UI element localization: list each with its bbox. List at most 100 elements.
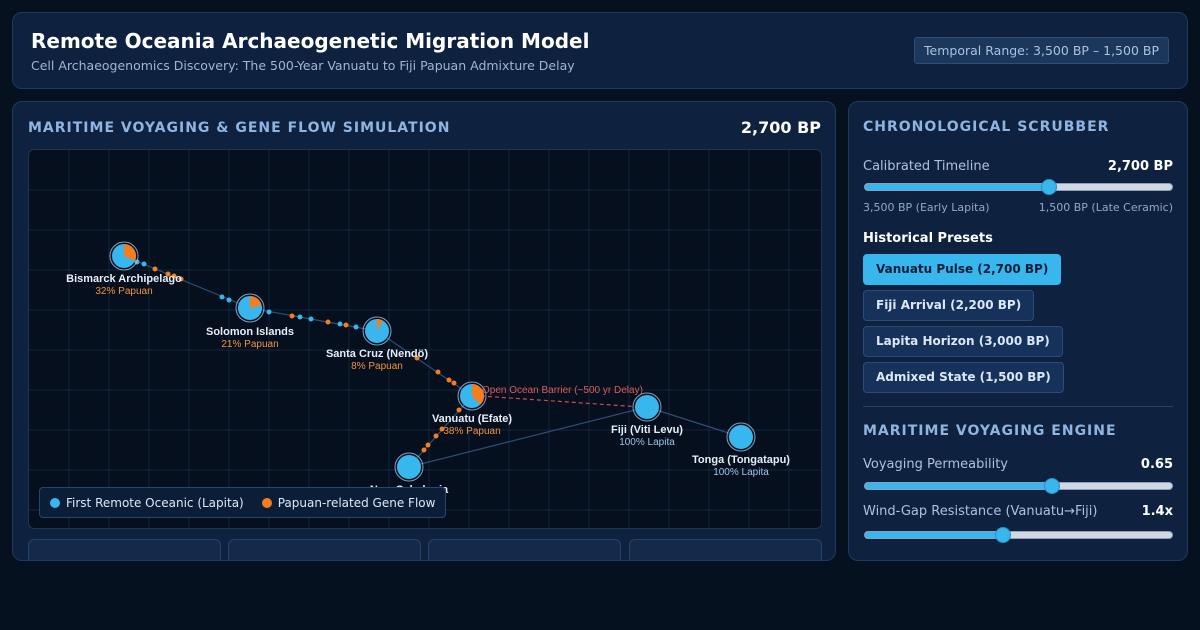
lapita-particle: [141, 261, 147, 267]
island-detail: 21% Papuan: [221, 339, 278, 350]
island-name: Bismarck Archipelago: [66, 273, 182, 285]
windgap-slider[interactable]: [864, 527, 1173, 543]
permeability-value: 0.65: [1140, 457, 1173, 472]
island-name: Santa Cruz (Nendö): [326, 348, 428, 360]
open-ocean-barrier-label: Open Ocean Barrier (~500 yr Delay): [482, 385, 643, 396]
island-node-vanuatu[interactable]: [457, 381, 487, 411]
island-name: Fiji (Viti Levu): [611, 424, 683, 436]
papuan-legend-label: Papuan-related Gene Flow: [277, 495, 436, 510]
gene-flow-particles: [134, 259, 462, 453]
island-detail: 32% Papuan: [95, 286, 152, 297]
lapita-particle: [297, 314, 303, 320]
lapita-particle: [308, 316, 314, 322]
stat-card: [428, 539, 621, 560]
lapita-share: [729, 425, 753, 449]
island-nodes: [109, 241, 756, 482]
papuan-particle: [446, 377, 452, 383]
papuan-particle: [435, 369, 441, 375]
scrubber-title: CHRONOLOGICAL SCRUBBER: [863, 119, 1110, 135]
papuan-particle: [289, 313, 295, 319]
lapita-share: [635, 395, 659, 419]
section-divider: [863, 406, 1173, 407]
lapita-share: [397, 455, 421, 479]
island-detail: 100% Lapita: [619, 437, 675, 448]
stat-card: [629, 539, 822, 560]
map-legend: First Remote Oceanic (Lapita) Papuan-rel…: [39, 487, 447, 518]
lapita-particle: [337, 321, 343, 327]
map-grid: [29, 150, 821, 528]
island-name: Solomon Islands: [206, 326, 294, 338]
timeline-slider-thumb[interactable]: [1041, 179, 1058, 195]
migration-map[interactable]: Bismarck Archipelago 32% Papuan Solomon …: [28, 149, 822, 529]
simulation-panel: MARITIME VOYAGING & GENE FLOW SIMULATION…: [12, 101, 836, 561]
windgap-slider-thumb[interactable]: [995, 527, 1012, 543]
permeability-slider[interactable]: [864, 478, 1173, 494]
timeline-slider[interactable]: [864, 179, 1173, 195]
papuan-particle: [325, 319, 331, 325]
island-node-new-caledonia[interactable]: [394, 452, 424, 482]
papuan-particle: [456, 407, 462, 413]
permeability-slider-thumb[interactable]: [1044, 478, 1061, 494]
presets-title: Historical Presets: [863, 231, 993, 246]
lapita-legend-swatch: [50, 497, 60, 508]
windgap-row: Wind-Gap Resistance (Vanuatu→Fiji) 1.4x: [863, 504, 1173, 519]
papuan-particle: [343, 322, 349, 328]
timeline-scale-end: 1,500 BP (Late Ceramic): [1038, 201, 1173, 214]
temporal-range-badge: Temporal Range: 3,500 BP – 1,500 BP: [914, 37, 1169, 64]
controls-panel: CHRONOLOGICAL SCRUBBER Calibrated Timeli…: [848, 101, 1188, 561]
island-name: Tonga (Tongatapu): [692, 454, 790, 466]
papuan-particle: [421, 447, 427, 453]
open-ocean-barrier-line: [480, 395, 642, 408]
island-node-tonga[interactable]: [726, 422, 756, 452]
permeability-slider-fill: [865, 483, 1053, 489]
timeline-label: Calibrated Timeline: [863, 159, 990, 174]
timeline-value: 2,700 BP: [1107, 159, 1173, 174]
papuan-share: [250, 296, 262, 308]
papuan-particle: [178, 276, 184, 282]
timeline-slider-fill: [865, 184, 1050, 190]
papuan-share: [472, 384, 484, 405]
papuan-particle: [425, 442, 431, 448]
island-detail: 100% Lapita: [713, 467, 769, 478]
preset-vanuatu-pulse-button[interactable]: Vanuatu Pulse (2,700 BP): [863, 254, 1062, 285]
engine-title: MARITIME VOYAGING ENGINE: [863, 423, 1117, 439]
lapita-particle: [353, 324, 359, 330]
island-node-solomon[interactable]: [235, 293, 265, 323]
papuan-particle: [171, 273, 177, 279]
current-bp-readout: 2,700 BP: [740, 118, 821, 137]
timeline-row: Calibrated Timeline 2,700 BP: [863, 159, 1173, 174]
island-name: Vanuatu (Efate): [432, 413, 512, 425]
preset-fiji-arrival-button[interactable]: Fiji Arrival (2,200 BP): [863, 290, 1035, 321]
lapita-particle: [219, 294, 225, 300]
preset-lapita-horizon-button[interactable]: Lapita Horizon (3,000 BP): [863, 326, 1063, 357]
island-node-santa-cruz[interactable]: [362, 316, 392, 346]
island-detail: 38% Papuan: [443, 426, 500, 437]
papuan-share: [124, 244, 137, 262]
papuan-particle: [165, 271, 171, 277]
app-header: Remote Oceania Archaeogenetic Migration …: [12, 12, 1188, 89]
preset-admixed-state-button[interactable]: Admixed State (1,500 BP): [863, 362, 1064, 393]
papuan-share: [377, 319, 383, 331]
simulation-title: MARITIME VOYAGING & GENE FLOW SIMULATION: [28, 120, 451, 136]
lapita-particle: [266, 309, 272, 315]
permeability-row: Voyaging Permeability 0.65: [863, 457, 1173, 472]
page-title: Remote Oceania Archaeogenetic Migration …: [31, 29, 590, 53]
windgap-label: Wind-Gap Resistance (Vanuatu→Fiji): [863, 504, 1098, 519]
island-node-bismarck[interactable]: [109, 241, 139, 271]
papuan-particle: [451, 380, 457, 386]
papuan-particle: [414, 355, 420, 361]
lapita-particle: [226, 297, 232, 303]
permeability-label: Voyaging Permeability: [863, 457, 1008, 472]
stat-card: [28, 539, 221, 560]
island-labels: Bismarck Archipelago 32% Papuan Solomon …: [66, 273, 790, 496]
windgap-value: 1.4x: [1141, 504, 1173, 519]
timeline-scale-start: 3,500 BP (Early Lapita): [863, 201, 990, 214]
map-canvas: Bismarck Archipelago 32% Papuan Solomon …: [29, 150, 821, 528]
lapita-legend-label: First Remote Oceanic (Lapita): [66, 495, 244, 510]
island-node-fiji[interactable]: [632, 392, 662, 422]
timeline-scale: 3,500 BP (Early Lapita) 1,500 BP (Late C…: [863, 201, 1173, 214]
page-subtitle: Cell Archaeogenomics Discovery: The 500-…: [31, 58, 575, 73]
papuan-particle: [439, 426, 445, 432]
stat-card: [228, 539, 421, 560]
island-detail: 8% Papuan: [351, 361, 403, 372]
